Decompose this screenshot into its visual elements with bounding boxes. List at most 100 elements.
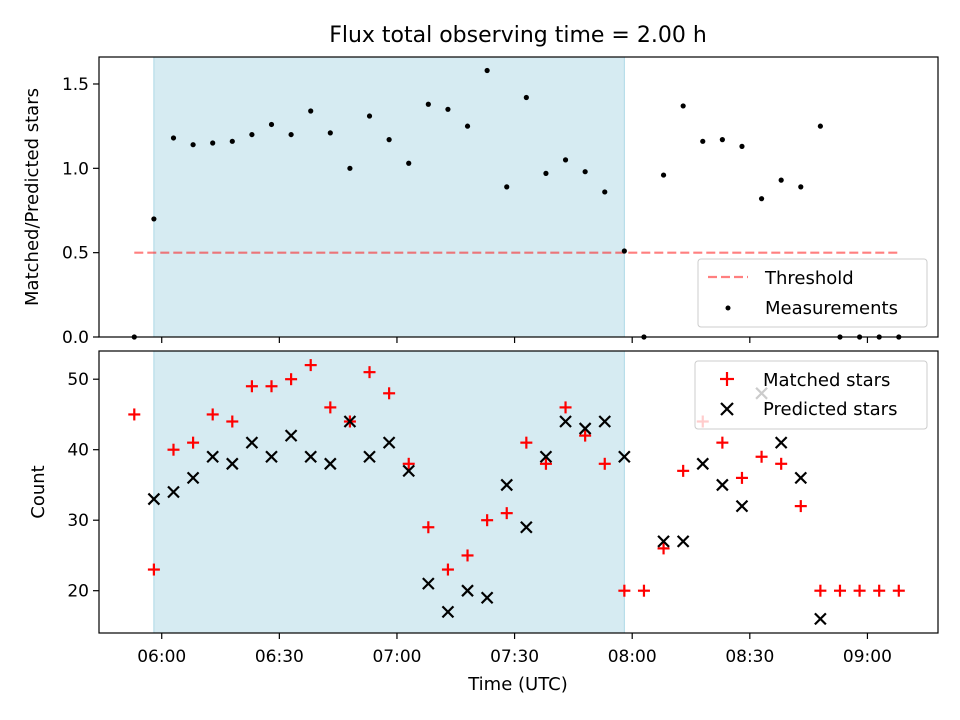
- matched-star-marker: [559, 401, 572, 414]
- matched-star-marker: [637, 584, 650, 597]
- bottom-y-tick-label: 30: [67, 511, 89, 531]
- predicted-marker-b: [363, 450, 376, 464]
- legend-measurement-label: Measurements: [765, 298, 898, 319]
- x-tick-label: 09:00: [843, 647, 892, 667]
- predicted-star-marker: [206, 450, 219, 464]
- measurement-point: [504, 184, 510, 190]
- predicted-marker-b: [794, 471, 808, 485]
- predicted-marker-b: [441, 605, 455, 619]
- predicted-star-marker: [520, 520, 533, 534]
- predicted-marker-b: [520, 520, 533, 534]
- predicted-marker-b: [265, 450, 278, 464]
- bottom-y-tick-label: 50: [67, 370, 89, 390]
- matched-star-marker: [206, 408, 219, 421]
- top-legend-box: [697, 258, 928, 328]
- matched-star-marker: [794, 500, 807, 513]
- measurement-point: [151, 216, 157, 222]
- predicted-marker-b: [774, 436, 788, 449]
- measurement-point: [798, 184, 804, 190]
- predicted-star-marker: [304, 450, 317, 464]
- predicted-star-marker: [343, 415, 357, 428]
- x-tick-label: 08:30: [725, 647, 774, 667]
- bottom-y-ticks: 20 30 40 50: [67, 370, 99, 602]
- predicted-star-marker: [598, 415, 612, 428]
- predicted-marker-b: [186, 471, 200, 485]
- predicted-marker-b: [343, 415, 357, 428]
- top-y-tick-label: 0.0: [62, 328, 89, 348]
- matched-star-marker: [618, 584, 631, 597]
- matched-star-marker: [147, 563, 160, 576]
- predicted-star-marker: [774, 436, 788, 449]
- x-tick-label: 07:00: [372, 647, 421, 667]
- top-legend: Threshold Measurements: [697, 258, 928, 328]
- measurement-point: [680, 103, 686, 109]
- measurement-point: [817, 123, 823, 129]
- predicted-marker-b: [304, 450, 317, 464]
- matched-star-marker: [245, 380, 258, 393]
- legend-threshold-label: Threshold: [764, 268, 854, 289]
- predicted-star-marker: [284, 429, 298, 442]
- measurement-point: [621, 248, 627, 254]
- predicted-marker-b: [422, 577, 435, 590]
- measurement-point: [758, 196, 765, 202]
- matched-star-marker: [461, 549, 474, 562]
- measurement-point: [425, 101, 431, 107]
- matched-star-marker: [677, 464, 690, 477]
- measurement-point: [170, 135, 177, 141]
- top-panel: 0.0 0.5 1.0 1.5 Matched/Predicted stars Thr…: [22, 56, 939, 348]
- measurement-point: [523, 94, 529, 101]
- matched-star-marker: [716, 436, 729, 449]
- matched-star-marker: [873, 584, 886, 597]
- bottom-legend: Matched stars Predicted stars: [694, 360, 928, 430]
- measurement-point: [308, 108, 314, 114]
- predicted-star-marker: [441, 605, 455, 619]
- top-shaded-span: [153, 56, 625, 338]
- x-axis-label: Time (UTC): [467, 674, 568, 695]
- matched-star-marker: [226, 415, 239, 428]
- measurement-point: [700, 138, 706, 144]
- matched-star-marker: [755, 450, 768, 463]
- predicted-marker-b: [676, 535, 690, 548]
- predicted-star-marker: [559, 415, 572, 428]
- measurement-point: [484, 67, 490, 74]
- predicted-star-marker: [402, 464, 416, 478]
- predicted-star-marker: [578, 422, 592, 435]
- predicted-star-marker: [480, 591, 494, 605]
- predicted-marker-b: [284, 429, 298, 442]
- matched-star-marker: [363, 366, 376, 379]
- predicted-star-marker: [245, 436, 259, 449]
- predicted-marker-b: [618, 450, 631, 464]
- predicted-marker-b: [147, 492, 161, 506]
- predicted-marker-b: [245, 436, 259, 449]
- matched-star-marker: [814, 584, 827, 597]
- predicted-marker-b: [598, 415, 612, 428]
- measurement-point: [778, 177, 784, 183]
- predicted-star-marker: [657, 535, 670, 548]
- predicted-marker-b: [696, 457, 710, 471]
- predicted-marker-b: [578, 422, 592, 435]
- predicted-marker-b: [539, 450, 553, 464]
- predicted-marker-b: [324, 457, 337, 471]
- top-axes-frame: [98, 56, 939, 338]
- top-y-tick-label: 0.5: [62, 244, 89, 264]
- predicted-star-marker: [735, 499, 749, 513]
- matched-star-marker: [520, 436, 533, 449]
- predicted-star-marker: [676, 535, 690, 548]
- measurement-point: [268, 121, 275, 128]
- predicted-marker-b: [461, 584, 474, 597]
- matched-star-marker: [402, 457, 415, 470]
- measurement-point: [386, 137, 392, 143]
- legend-matched-swatch: [720, 372, 734, 386]
- top-y-ticks: 0.0 0.5 1.0 1.5: [62, 75, 99, 348]
- count-points: [128, 359, 905, 626]
- predicted-marker-b: [206, 450, 219, 464]
- measurement-point: [562, 157, 569, 163]
- x-tick-label: 08:00: [608, 647, 657, 667]
- measurement-point: [739, 143, 745, 149]
- predicted-marker-b: [735, 499, 749, 513]
- predicted-marker-b: [167, 485, 180, 499]
- matched-star-marker: [853, 584, 866, 597]
- predicted-star-marker: [794, 471, 808, 485]
